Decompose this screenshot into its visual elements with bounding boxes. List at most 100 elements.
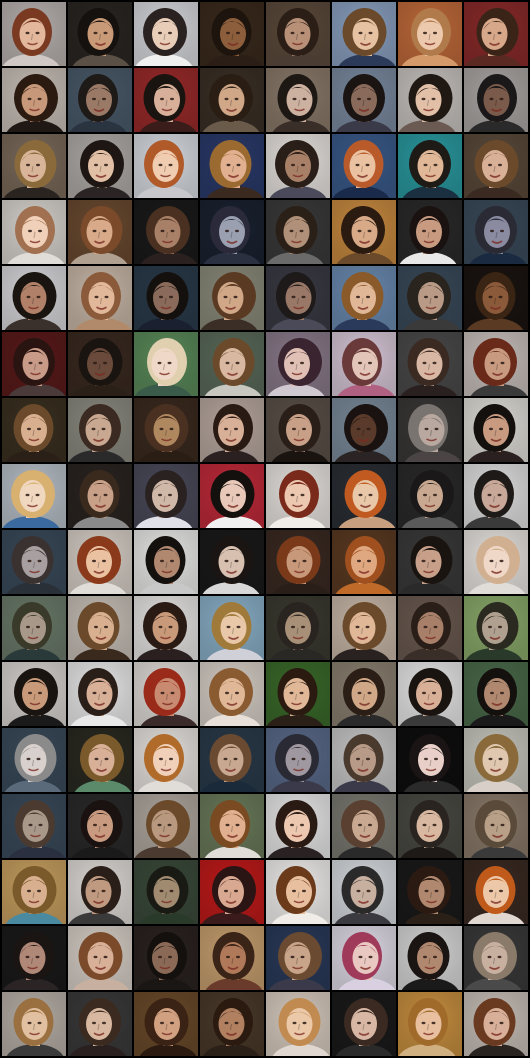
face-image [464,926,528,990]
face-tile-r6-c7 [398,332,462,396]
face-tile-r3-c2 [68,134,132,198]
face-image [68,464,132,528]
face-image [2,200,66,264]
face-image [68,332,132,396]
face-image [398,926,462,990]
face-image [332,926,396,990]
face-image [464,332,528,396]
face-tile-r5-c8 [464,266,528,330]
face-tile-r4-c5 [266,200,330,264]
face-image [398,266,462,330]
face-tile-r12-c2 [68,728,132,792]
face-tile-r14-c3 [134,860,198,924]
face-image [134,2,198,66]
face-tile-r10-c4 [200,596,264,660]
face-image [332,2,396,66]
face-image [332,530,396,594]
face-image [68,134,132,198]
face-tile-r13-c7 [398,794,462,858]
face-image [2,926,66,990]
face-image [332,860,396,924]
face-image [464,68,528,132]
face-image [68,728,132,792]
face-tile-r13-c3 [134,794,198,858]
face-image [332,68,396,132]
face-image [398,200,462,264]
face-tile-r13-c5 [266,794,330,858]
face-image [200,596,264,660]
face-tile-r5-c4 [200,266,264,330]
face-tile-r13-c1 [2,794,66,858]
face-image [200,68,264,132]
face-image [134,860,198,924]
face-image [266,2,330,66]
face-tile-r14-c6 [332,860,396,924]
face-tile-r16-c4 [200,992,264,1056]
face-image [398,596,462,660]
face-tile-r8-c1 [2,464,66,528]
face-tile-r3-c5 [266,134,330,198]
face-tile-r2-c8 [464,68,528,132]
face-image [464,530,528,594]
face-image [2,728,66,792]
face-tile-r7-c2 [68,398,132,462]
face-tile-r3-c1 [2,134,66,198]
face-image [134,992,198,1056]
face-image [266,200,330,264]
face-tile-r15-c4 [200,926,264,990]
face-tile-r15-c3 [134,926,198,990]
face-tile-r10-c7 [398,596,462,660]
face-image [464,266,528,330]
face-tile-r16-c1 [2,992,66,1056]
face-image [200,2,264,66]
face-tile-r5-c2 [68,266,132,330]
face-image [398,794,462,858]
face-tile-r9-c8 [464,530,528,594]
face-tile-r9-c7 [398,530,462,594]
face-tile-r6-c2 [68,332,132,396]
face-tile-r1-c7 [398,2,462,66]
face-image [464,860,528,924]
face-tile-r4-c2 [68,200,132,264]
face-tile-r5-c5 [266,266,330,330]
face-image [134,596,198,660]
face-tile-r14-c1 [2,860,66,924]
face-tile-r14-c5 [266,860,330,924]
face-image [134,398,198,462]
face-tile-r3-c6 [332,134,396,198]
face-tile-r7-c1 [2,398,66,462]
face-tile-r7-c5 [266,398,330,462]
face-tile-r1-c1 [2,2,66,66]
face-image [200,992,264,1056]
face-tile-r16-c8 [464,992,528,1056]
face-tile-r8-c3 [134,464,198,528]
face-tile-r13-c8 [464,794,528,858]
face-image [134,200,198,264]
face-image [398,332,462,396]
face-tile-r9-c2 [68,530,132,594]
face-tile-r10-c2 [68,596,132,660]
face-image [398,530,462,594]
face-image [68,662,132,726]
face-image [2,530,66,594]
face-image [68,794,132,858]
face-image [2,2,66,66]
face-image [200,266,264,330]
face-image [200,398,264,462]
face-image [332,992,396,1056]
face-tile-r7-c4 [200,398,264,462]
face-tile-r6-c3 [134,332,198,396]
face-tile-r10-c6 [332,596,396,660]
face-image [134,662,198,726]
face-image [464,398,528,462]
face-image [2,464,66,528]
face-tile-r2-c3 [134,68,198,132]
face-image [134,530,198,594]
face-image [134,332,198,396]
face-tile-r16-c2 [68,992,132,1056]
face-image [398,728,462,792]
face-tile-r11-c8 [464,662,528,726]
face-tile-r12-c8 [464,728,528,792]
face-tile-r6-c6 [332,332,396,396]
face-tile-r9-c4 [200,530,264,594]
